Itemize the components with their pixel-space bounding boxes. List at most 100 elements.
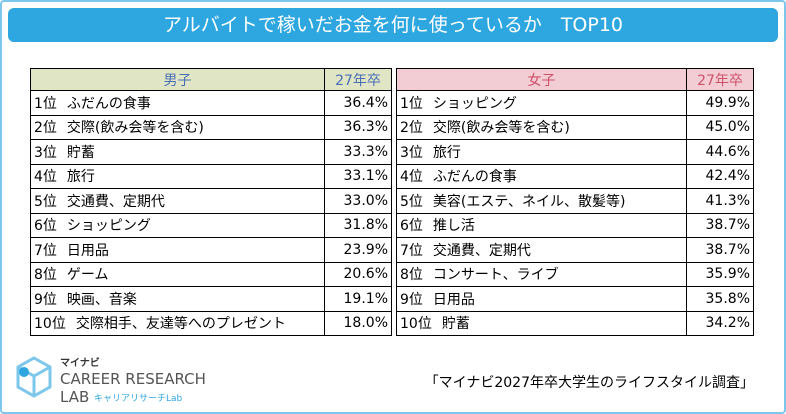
header-row: 女子 27年卒: [396, 68, 754, 91]
table-female: 女子 27年卒 1位 ショッピング 49.9% 2位 交際(飲み会等を含む) 45.0% 3位旅…: [396, 68, 754, 336]
item-cell: 1位 ふだんの食事: [30, 90, 325, 116]
row: 5位 美容(エステ、ネイル、散髪等) 41.3%: [396, 188, 754, 214]
row: 2位 交際(飲み会等を含む) 36.3%: [30, 114, 392, 140]
row: 10位 貯蓄 34.2%: [396, 310, 754, 336]
row: 5位 交通費、定期代 33.0%: [30, 188, 392, 214]
item-cell: 5位 交通費、定期代: [30, 188, 325, 214]
item: ゲーム: [66, 267, 109, 284]
group-header: 女子: [396, 68, 687, 91]
rank: 1位: [34, 95, 57, 112]
logo: マイナビ CAREER RESEARCH LAB キャリアリサーチLab: [16, 356, 206, 406]
item-cell: 9位 映画、音楽: [30, 286, 325, 312]
rank: 4位: [400, 169, 423, 186]
rank: 7位: [34, 242, 57, 259]
item: 交際(飲み会等を含む): [66, 120, 204, 137]
item: ふだんの食事: [66, 95, 151, 112]
item-cell: 6位 推し活: [396, 212, 687, 238]
row: 3位 貯蓄 33.3%: [30, 139, 392, 165]
item-cell: 8位 コンサート、ライブ: [396, 261, 687, 287]
value: 23.9%: [324, 237, 392, 263]
item: ショッピング: [432, 95, 517, 112]
item-cell: 9位 日用品: [396, 286, 687, 312]
rank: 2位: [400, 120, 423, 137]
item-cell: 10位 交際相手、友達等へのプレゼント: [30, 310, 325, 336]
rank: 10位: [400, 316, 432, 333]
table-male: 男子 27年卒 1位 ふだんの食事 36.4% 2位 交際(飲み会等を含む) 36.3% 3位貯…: [30, 68, 392, 336]
row: 4位 旅行 33.1%: [30, 163, 392, 189]
value: 41.3%: [686, 188, 754, 214]
rank: 4位: [34, 169, 57, 186]
item-cell: 2位 交際(飲み会等を含む): [30, 114, 325, 140]
source: 「マイナビ2027年卒大学生のライフスタイル調査」: [424, 375, 754, 391]
rank: 9位: [400, 291, 423, 308]
item: 交通費、定期代: [432, 242, 531, 259]
item: コンサート、ライブ: [432, 267, 559, 284]
item: 交通費、定期代: [66, 193, 165, 210]
value: 38.7%: [686, 212, 754, 238]
row: 6位 ショッピング 31.8%: [30, 212, 392, 238]
item-cell: 1位 ショッピング: [396, 90, 687, 116]
item-cell: 7位 交通費、定期代: [396, 237, 687, 263]
rank: 9位: [34, 291, 57, 308]
row: 9位 日用品 35.8%: [396, 286, 754, 312]
item: 推し活: [432, 218, 475, 235]
item-cell: 3位 旅行: [396, 139, 687, 165]
item: 貯蓄: [441, 316, 470, 333]
rank: 2位: [34, 120, 57, 137]
row: 7位 交通費、定期代 38.7%: [396, 237, 754, 263]
value: 34.2%: [686, 310, 754, 336]
item-cell: 2位 交際(飲み会等を含む): [396, 114, 687, 140]
rank: 5位: [34, 193, 57, 210]
value: 36.4%: [324, 90, 392, 116]
value: 33.3%: [324, 139, 392, 165]
item: 交際(飲み会等を含む): [432, 120, 570, 137]
row: 3位 旅行 44.6%: [396, 139, 754, 165]
value: 42.4%: [686, 163, 754, 189]
item: 旅行: [66, 169, 95, 186]
value: 45.0%: [686, 114, 754, 140]
item: ふだんの食事: [432, 169, 517, 186]
header-row: 男子 27年卒: [30, 68, 392, 91]
row: 8位 コンサート、ライブ 35.9%: [396, 261, 754, 287]
item-cell: 6位 ショッピング: [30, 212, 325, 238]
rank: 8位: [400, 267, 423, 284]
logo-name: CAREER RESEARCH: [60, 370, 206, 388]
item-cell: 7位 日用品: [30, 237, 325, 263]
item: 交際相手、友達等へのプレゼント: [75, 316, 286, 333]
value: 18.0%: [324, 310, 392, 336]
item-cell: 4位 ふだんの食事: [396, 163, 687, 189]
rank: 10位: [34, 316, 66, 333]
value: 33.0%: [324, 188, 392, 214]
item: ショッピング: [66, 218, 151, 235]
value: 33.1%: [324, 163, 392, 189]
item-cell: 3位 貯蓄: [30, 139, 325, 165]
rank: 3位: [400, 144, 423, 161]
row: 10位 交際相手、友達等へのプレゼント 18.0%: [30, 310, 392, 336]
row: 2位 交際(飲み会等を含む) 45.0%: [396, 114, 754, 140]
rank: 1位: [400, 95, 423, 112]
value: 35.8%: [686, 286, 754, 312]
item-cell: 10位 貯蓄: [396, 310, 687, 336]
rank: 6位: [400, 218, 423, 235]
value: 31.8%: [324, 212, 392, 238]
rank: 3位: [34, 144, 57, 161]
value: 36.3%: [324, 114, 392, 140]
logo-sub: LAB: [60, 388, 89, 406]
item: 映画、音楽: [66, 291, 137, 308]
item: 美容(エステ、ネイル、散髪等): [432, 193, 626, 210]
value: 44.6%: [686, 139, 754, 165]
year-header: 27年卒: [686, 68, 754, 91]
item-cell: 8位 ゲーム: [30, 261, 325, 287]
row: 4位 ふだんの食事 42.4%: [396, 163, 754, 189]
value: 35.9%: [686, 261, 754, 287]
year-header: 27年卒: [324, 68, 392, 91]
value: 19.1%: [324, 286, 392, 312]
item: 旅行: [432, 144, 461, 161]
item-cell: 4位 旅行: [30, 163, 325, 189]
group-header: 男子: [30, 68, 325, 91]
value: 38.7%: [686, 237, 754, 263]
logo-brand: マイナビ: [60, 356, 100, 369]
row: 8位 ゲーム 20.6%: [30, 261, 392, 287]
value: 20.6%: [324, 261, 392, 287]
